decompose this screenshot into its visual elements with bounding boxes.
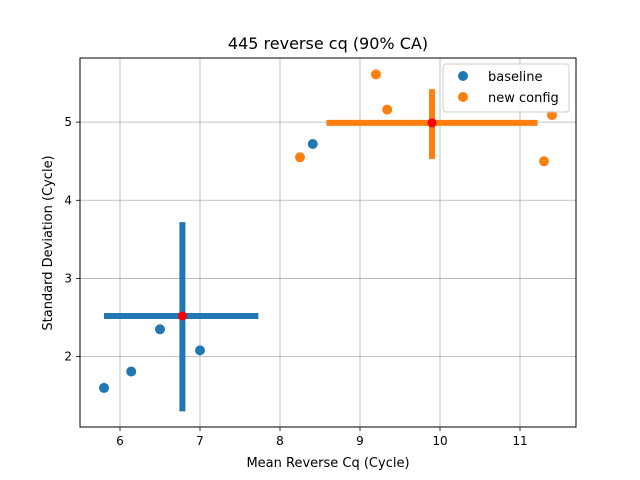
- axes-frame: [79, 57, 577, 428]
- legend-marker-baseline: [458, 71, 468, 81]
- chart-title: 445 reverse cq (90% CA): [228, 34, 428, 53]
- center-marker: [177, 311, 187, 321]
- x-tick-label: 9: [356, 434, 364, 448]
- data-point: [99, 382, 109, 393]
- x-tick-label: 11: [512, 434, 527, 448]
- y-axis-label: Standard Deviation (Cycle): [41, 155, 56, 330]
- x-tick-label: 7: [196, 434, 204, 448]
- x-tick-label: 6: [116, 434, 124, 448]
- legend: baseline new config: [442, 63, 570, 113]
- data-point: [307, 138, 318, 149]
- data-point: [195, 345, 205, 356]
- legend-label-new-config: new config: [488, 91, 559, 106]
- center-marker: [427, 118, 437, 128]
- y-tick-label: 2: [64, 350, 72, 364]
- data-point: [382, 104, 393, 115]
- data-point: [539, 156, 549, 167]
- data-point: [126, 366, 137, 377]
- legend-marker-new-config: [458, 92, 468, 102]
- data-point: [155, 324, 165, 335]
- y-tick-label: 4: [64, 193, 72, 207]
- y-tick-label: 5: [64, 115, 72, 129]
- legend-label-baseline: baseline: [488, 70, 542, 85]
- x-tick-label: 8: [276, 434, 284, 448]
- data-point: [371, 69, 381, 80]
- x-axis-label: Mean Reverse Cq (Cycle): [246, 456, 409, 471]
- y-tick-label: 3: [64, 271, 72, 285]
- data-point: [547, 110, 557, 121]
- legend-box: [442, 63, 570, 113]
- x-tick-label: 10: [432, 434, 447, 448]
- plot-area: 6 7 8 9 10 11 2 3 4 5: [64, 57, 577, 448]
- data-point: [295, 152, 305, 163]
